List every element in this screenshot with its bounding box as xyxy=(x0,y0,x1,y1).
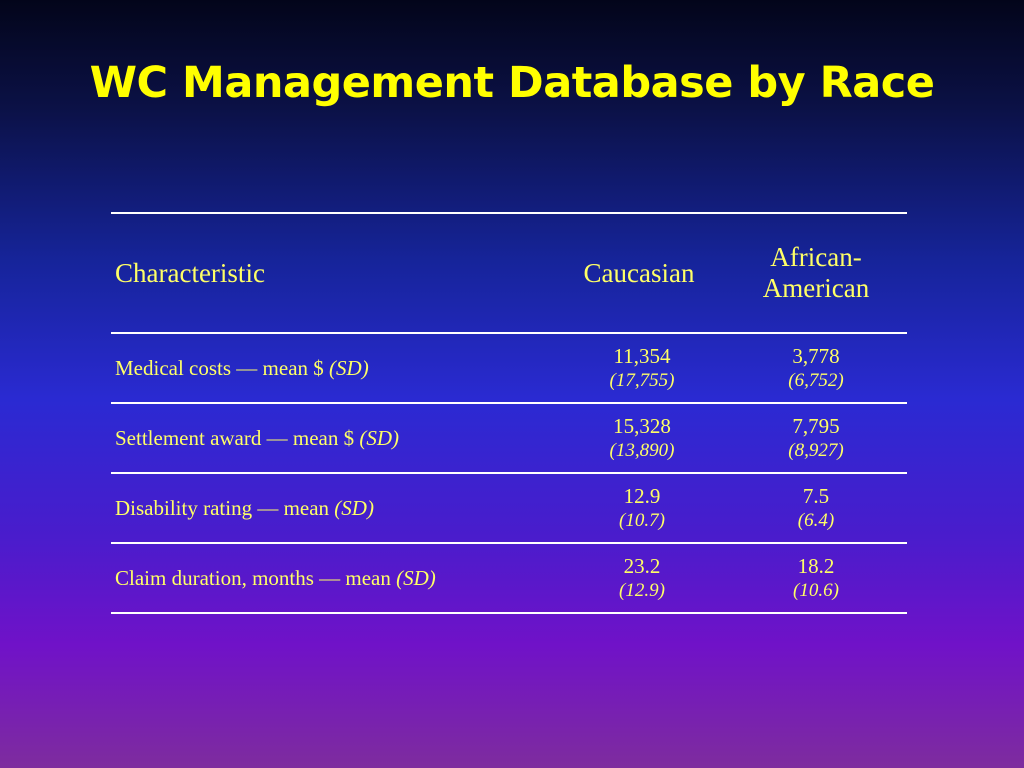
row-label-text: Disability rating — mean xyxy=(115,495,330,520)
row-label: Settlement award — mean $ (SD) xyxy=(111,403,559,473)
african-american-cell: 18.2 (10.6) xyxy=(725,543,907,613)
african-american-cell: 7.5 (6.4) xyxy=(725,473,907,543)
header-african-american: African- American xyxy=(725,213,907,333)
caucasian-sd: (17,755) xyxy=(609,370,675,391)
table-row: Claim duration, months — mean (SD) 23.2 … xyxy=(111,543,907,613)
caucasian-mean: 23.2 xyxy=(623,554,661,578)
african-american-cell: 7,795 (8,927) xyxy=(725,403,907,473)
african-american-mean: 7,795 xyxy=(792,414,840,438)
sd-tag: (SD) xyxy=(329,355,369,380)
row-label: Medical costs — mean $ (SD) xyxy=(111,333,559,403)
african-american-sd: (8,927) xyxy=(788,440,844,461)
african-american-cell: 3,778 (6,752) xyxy=(725,333,907,403)
caucasian-cell: 11,354 (17,755) xyxy=(559,333,725,403)
sd-tag: (SD) xyxy=(359,425,399,450)
header-characteristic: Characteristic xyxy=(115,257,265,288)
african-american-sd: (6,752) xyxy=(788,370,844,391)
african-american-mean: 7.5 xyxy=(802,484,830,508)
race-comparison-table: Characteristic Caucasian African- Americ… xyxy=(111,212,907,614)
table-row: Settlement award — mean $ (SD) 15,328 (1… xyxy=(111,403,907,473)
caucasian-mean: 12.9 xyxy=(623,484,661,508)
caucasian-cell: 15,328 (13,890) xyxy=(559,403,725,473)
header-african-american-line1: African- xyxy=(770,242,862,272)
caucasian-cell: 23.2 (12.9) xyxy=(559,543,725,613)
african-american-sd: (10.6) xyxy=(793,580,839,601)
table-row: Medical costs — mean $ (SD) 11,354 (17,7… xyxy=(111,333,907,403)
caucasian-cell: 12.9 (10.7) xyxy=(559,473,725,543)
caucasian-mean: 15,328 xyxy=(613,414,671,438)
caucasian-sd: (10.7) xyxy=(619,510,665,531)
african-american-mean: 18.2 xyxy=(797,554,835,578)
caucasian-mean: 11,354 xyxy=(613,344,671,368)
sd-tag: (SD) xyxy=(396,565,436,590)
slide-title: WC Management Database by Race xyxy=(89,58,935,108)
african-american-sd: (6.4) xyxy=(797,510,835,531)
row-label: Disability rating — mean (SD) xyxy=(111,473,559,543)
row-label-text: Settlement award — mean $ xyxy=(115,425,355,450)
african-american-mean: 3,778 xyxy=(792,344,840,368)
table-header-row: Characteristic Caucasian African- Americ… xyxy=(111,213,907,333)
sd-tag: (SD) xyxy=(334,495,374,520)
caucasian-sd: (13,890) xyxy=(609,440,675,461)
header-caucasian: Caucasian xyxy=(583,257,695,288)
row-label: Claim duration, months — mean (SD) xyxy=(111,543,559,613)
row-label-text: Claim duration, months — mean xyxy=(115,565,391,590)
row-label-text: Medical costs — mean $ xyxy=(115,355,324,380)
caucasian-sd: (12.9) xyxy=(619,580,665,601)
table-row: Disability rating — mean (SD) 12.9 (10.7… xyxy=(111,473,907,543)
header-african-american-line2: American xyxy=(762,273,870,303)
